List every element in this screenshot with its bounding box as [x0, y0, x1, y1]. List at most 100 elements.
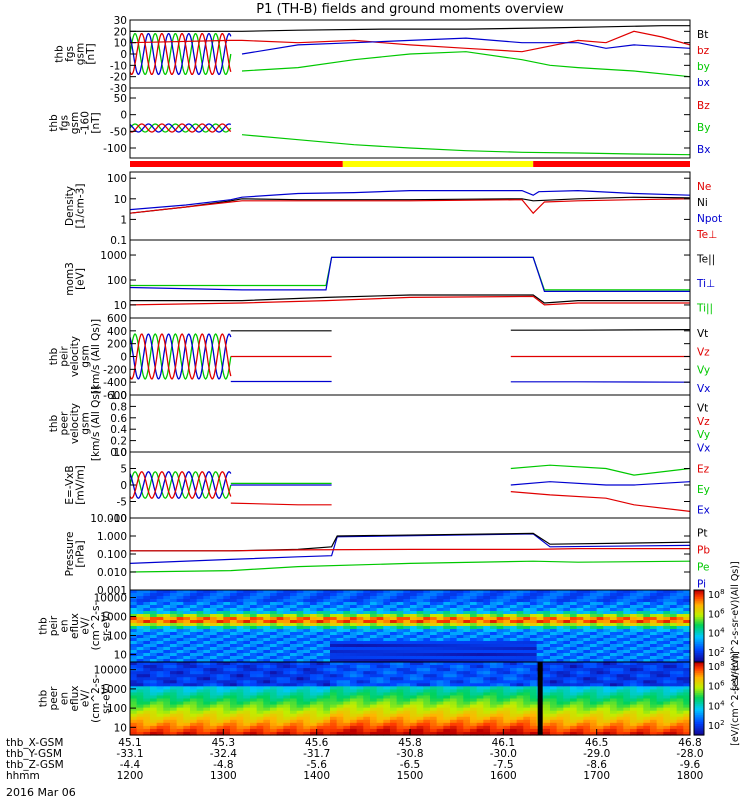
heatmap-cell — [316, 626, 324, 630]
heatmap-cell — [630, 602, 638, 606]
heatmap-cell — [516, 653, 524, 657]
heatmap-cell — [483, 653, 491, 657]
heatmap-cell — [370, 596, 378, 600]
heatmap-cell — [456, 725, 464, 730]
ephemeris-value: 46.1 — [492, 737, 515, 749]
heatmap-cell — [683, 614, 691, 618]
heatmap-cell — [450, 608, 458, 612]
heatmap-cell — [603, 602, 611, 606]
heatmap-cell — [603, 701, 611, 706]
heatmap-cell — [603, 644, 611, 648]
heatmap-cell — [670, 605, 678, 609]
heatmap-cell — [650, 722, 658, 727]
heatmap-cell — [236, 641, 244, 645]
heatmap-cell — [150, 626, 158, 630]
heatmap-cell — [436, 686, 444, 690]
heatmap-cell — [423, 608, 431, 612]
heatmap-cell — [130, 611, 138, 615]
heatmap-cell — [496, 635, 504, 639]
heatmap-cell — [630, 728, 638, 733]
heatmap-cell — [523, 602, 531, 606]
heatmap-cell — [590, 650, 598, 654]
heatmap-cell — [310, 635, 318, 639]
heatmap-cell — [336, 689, 344, 694]
heatmap-cell — [356, 722, 364, 727]
heatmap-cell — [623, 701, 631, 706]
heatmap-cell — [130, 623, 138, 627]
heatmap-cell — [256, 692, 264, 697]
heatmap-cell — [303, 674, 311, 678]
heatmap-cell — [236, 728, 244, 733]
heatmap-cell — [276, 650, 284, 654]
heatmap-cell — [496, 650, 504, 654]
heatmap-cell — [383, 713, 391, 718]
heatmap-cell — [616, 608, 624, 612]
heatmap-cell — [510, 644, 518, 648]
heatmap-cell — [350, 641, 358, 645]
heatmap-cell — [556, 731, 564, 736]
colorbar-cell — [694, 709, 704, 712]
heatmap-cell — [410, 710, 418, 715]
heatmap-cell — [296, 713, 304, 718]
heatmap-cell — [476, 635, 484, 639]
heatmap-cell — [596, 623, 604, 627]
series-line-By — [241, 134, 690, 156]
heatmap-cell — [196, 611, 204, 615]
colorbar-cell — [694, 691, 704, 694]
heatmap-cell — [670, 695, 678, 700]
heatmap-cell — [603, 725, 611, 730]
heatmap-cell — [463, 725, 471, 730]
heatmap-cell — [416, 644, 424, 648]
heatmap-cell — [523, 719, 531, 724]
heatmap-cell — [190, 641, 198, 645]
heatmap-cell — [150, 707, 158, 712]
heatmap-cell — [203, 647, 211, 651]
heatmap-cell — [670, 650, 678, 654]
heatmap-cell — [570, 722, 578, 727]
heatmap-cell — [310, 668, 318, 672]
heatmap-cell — [176, 608, 184, 612]
heatmap-cell — [290, 692, 298, 697]
heatmap-cell — [410, 683, 418, 687]
heatmap-cell — [183, 713, 191, 718]
series-line-bz — [130, 30, 690, 53]
heatmap-cell — [143, 641, 151, 645]
heatmap-cell — [650, 659, 658, 663]
heatmap-cell — [516, 599, 524, 603]
heatmap-cell — [656, 728, 664, 733]
heatmap-cell — [616, 647, 624, 651]
heatmap-cell — [430, 698, 438, 703]
y-axis-label: thb — [48, 414, 60, 432]
heatmap-cell — [563, 593, 571, 597]
heatmap-cell — [396, 629, 404, 633]
heatmap-cell — [203, 632, 211, 636]
heatmap-cell — [490, 686, 498, 690]
heatmap-cell — [270, 677, 278, 681]
heatmap-cell — [143, 683, 151, 687]
heatmap-cell — [430, 731, 438, 736]
heatmap-cell — [216, 695, 224, 700]
heatmap-cell — [336, 713, 344, 718]
heatmap-cell — [683, 671, 691, 675]
heatmap-cell — [490, 704, 498, 709]
heatmap-cell — [570, 707, 578, 712]
heatmap-cell — [196, 701, 204, 706]
heatmap-cell — [183, 650, 191, 654]
heatmap-cell — [450, 704, 458, 709]
heatmap-cell — [616, 641, 624, 645]
heatmap-cell — [290, 677, 298, 681]
heatmap-cell — [483, 701, 491, 706]
heatmap-cell — [243, 731, 251, 736]
heatmap-cell — [363, 662, 371, 666]
heatmap-cell — [416, 683, 424, 687]
heatmap-cell — [183, 692, 191, 697]
heatmap-cell — [256, 644, 264, 648]
heatmap-cell — [543, 611, 551, 615]
heatmap-cell — [310, 596, 318, 600]
heatmap-cell — [190, 614, 198, 618]
heatmap-cell — [156, 632, 164, 636]
heatmap-cell — [303, 686, 311, 690]
heatmap-cell — [610, 731, 618, 736]
heatmap-cell — [190, 653, 198, 657]
heatmap-cell — [583, 611, 591, 615]
